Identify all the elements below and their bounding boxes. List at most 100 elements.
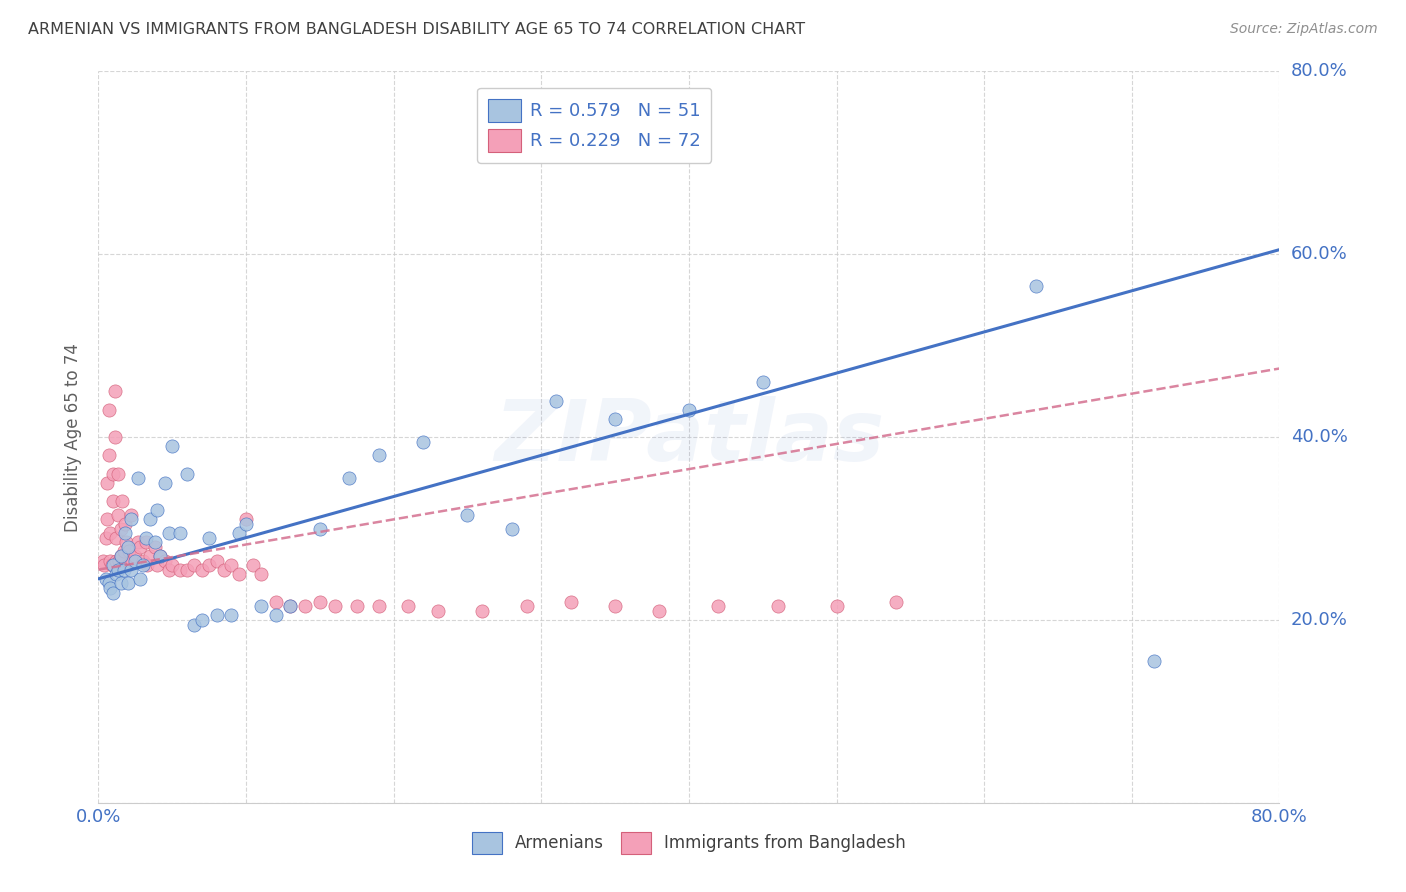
Point (135, 535, 157, 549)
Point (346, 599, 368, 614)
Legend: Armenians, Immigrants from Bangladesh: Armenians, Immigrants from Bangladesh (465, 826, 912, 860)
Point (309, 594, 332, 608)
Point (157, 563, 180, 577)
Point (427, 604, 450, 618)
Point (149, 549, 172, 563)
Point (117, 576, 139, 591)
Point (98, 581, 121, 595)
Point (146, 558, 169, 573)
Point (884, 594, 907, 608)
Point (146, 503, 169, 517)
Point (120, 563, 142, 577)
Point (205, 553, 228, 567)
Point (105, 531, 128, 545)
Point (264, 608, 287, 623)
Point (183, 558, 205, 573)
Point (97, 449, 120, 463)
Point (136, 558, 159, 573)
Text: 20.0%: 20.0% (1291, 611, 1347, 629)
Point (337, 471, 360, 485)
Point (127, 471, 149, 485)
Point (128, 572, 150, 586)
Point (112, 563, 135, 577)
Point (198, 558, 221, 573)
Point (114, 526, 136, 541)
Point (605, 599, 627, 614)
Text: 80.0%: 80.0% (1291, 62, 1347, 80)
Point (471, 604, 494, 618)
Point (169, 526, 191, 541)
Point (250, 567, 273, 582)
Point (107, 508, 129, 522)
Point (412, 434, 434, 449)
Point (120, 512, 142, 526)
Point (111, 494, 134, 508)
Point (219, 558, 242, 573)
Point (103, 558, 125, 573)
Point (104, 384, 127, 399)
Point (278, 599, 302, 614)
Point (132, 553, 155, 567)
Point (105, 567, 128, 582)
Point (94, 572, 117, 586)
Point (191, 613, 214, 627)
Point (97, 402, 120, 417)
Point (153, 475, 176, 490)
Point (121, 553, 143, 567)
Point (1025, 279, 1047, 293)
Point (97, 576, 120, 591)
Point (128, 540, 150, 554)
Point (108, 553, 131, 567)
Point (115, 535, 138, 549)
Point (103, 494, 125, 508)
Text: 60.0%: 60.0% (1291, 245, 1347, 263)
Point (157, 526, 180, 541)
Point (176, 467, 198, 481)
Point (139, 512, 162, 526)
Point (235, 516, 257, 531)
Point (323, 599, 346, 614)
Point (648, 604, 671, 618)
Point (117, 558, 139, 573)
Point (766, 599, 789, 614)
Point (105, 553, 128, 567)
Point (127, 535, 149, 549)
Point (110, 549, 132, 563)
Point (153, 553, 176, 567)
Point (124, 549, 146, 563)
Point (96, 512, 118, 526)
Point (124, 553, 146, 567)
Point (250, 599, 273, 614)
Point (228, 567, 250, 582)
Point (139, 549, 162, 563)
Point (120, 508, 142, 522)
Point (242, 558, 264, 573)
Point (278, 599, 302, 614)
Point (605, 412, 627, 426)
Point (135, 531, 157, 545)
Point (191, 563, 214, 577)
Point (825, 599, 848, 614)
Point (149, 549, 172, 563)
Text: 40.0%: 40.0% (1291, 428, 1347, 446)
Point (368, 449, 391, 463)
Point (132, 558, 155, 573)
Point (107, 467, 129, 481)
Point (103, 585, 125, 599)
Text: ZIPatlas: ZIPatlas (494, 395, 884, 479)
Point (96, 475, 118, 490)
Point (309, 521, 332, 535)
Point (368, 599, 391, 614)
Point (93, 558, 115, 573)
Point (294, 599, 316, 614)
Point (678, 402, 700, 417)
Point (219, 608, 242, 623)
Point (110, 549, 132, 563)
Point (515, 599, 537, 614)
Point (100, 558, 122, 573)
Point (118, 544, 141, 558)
Point (94, 531, 117, 545)
Point (162, 439, 183, 453)
Point (110, 576, 132, 591)
Point (143, 535, 166, 549)
